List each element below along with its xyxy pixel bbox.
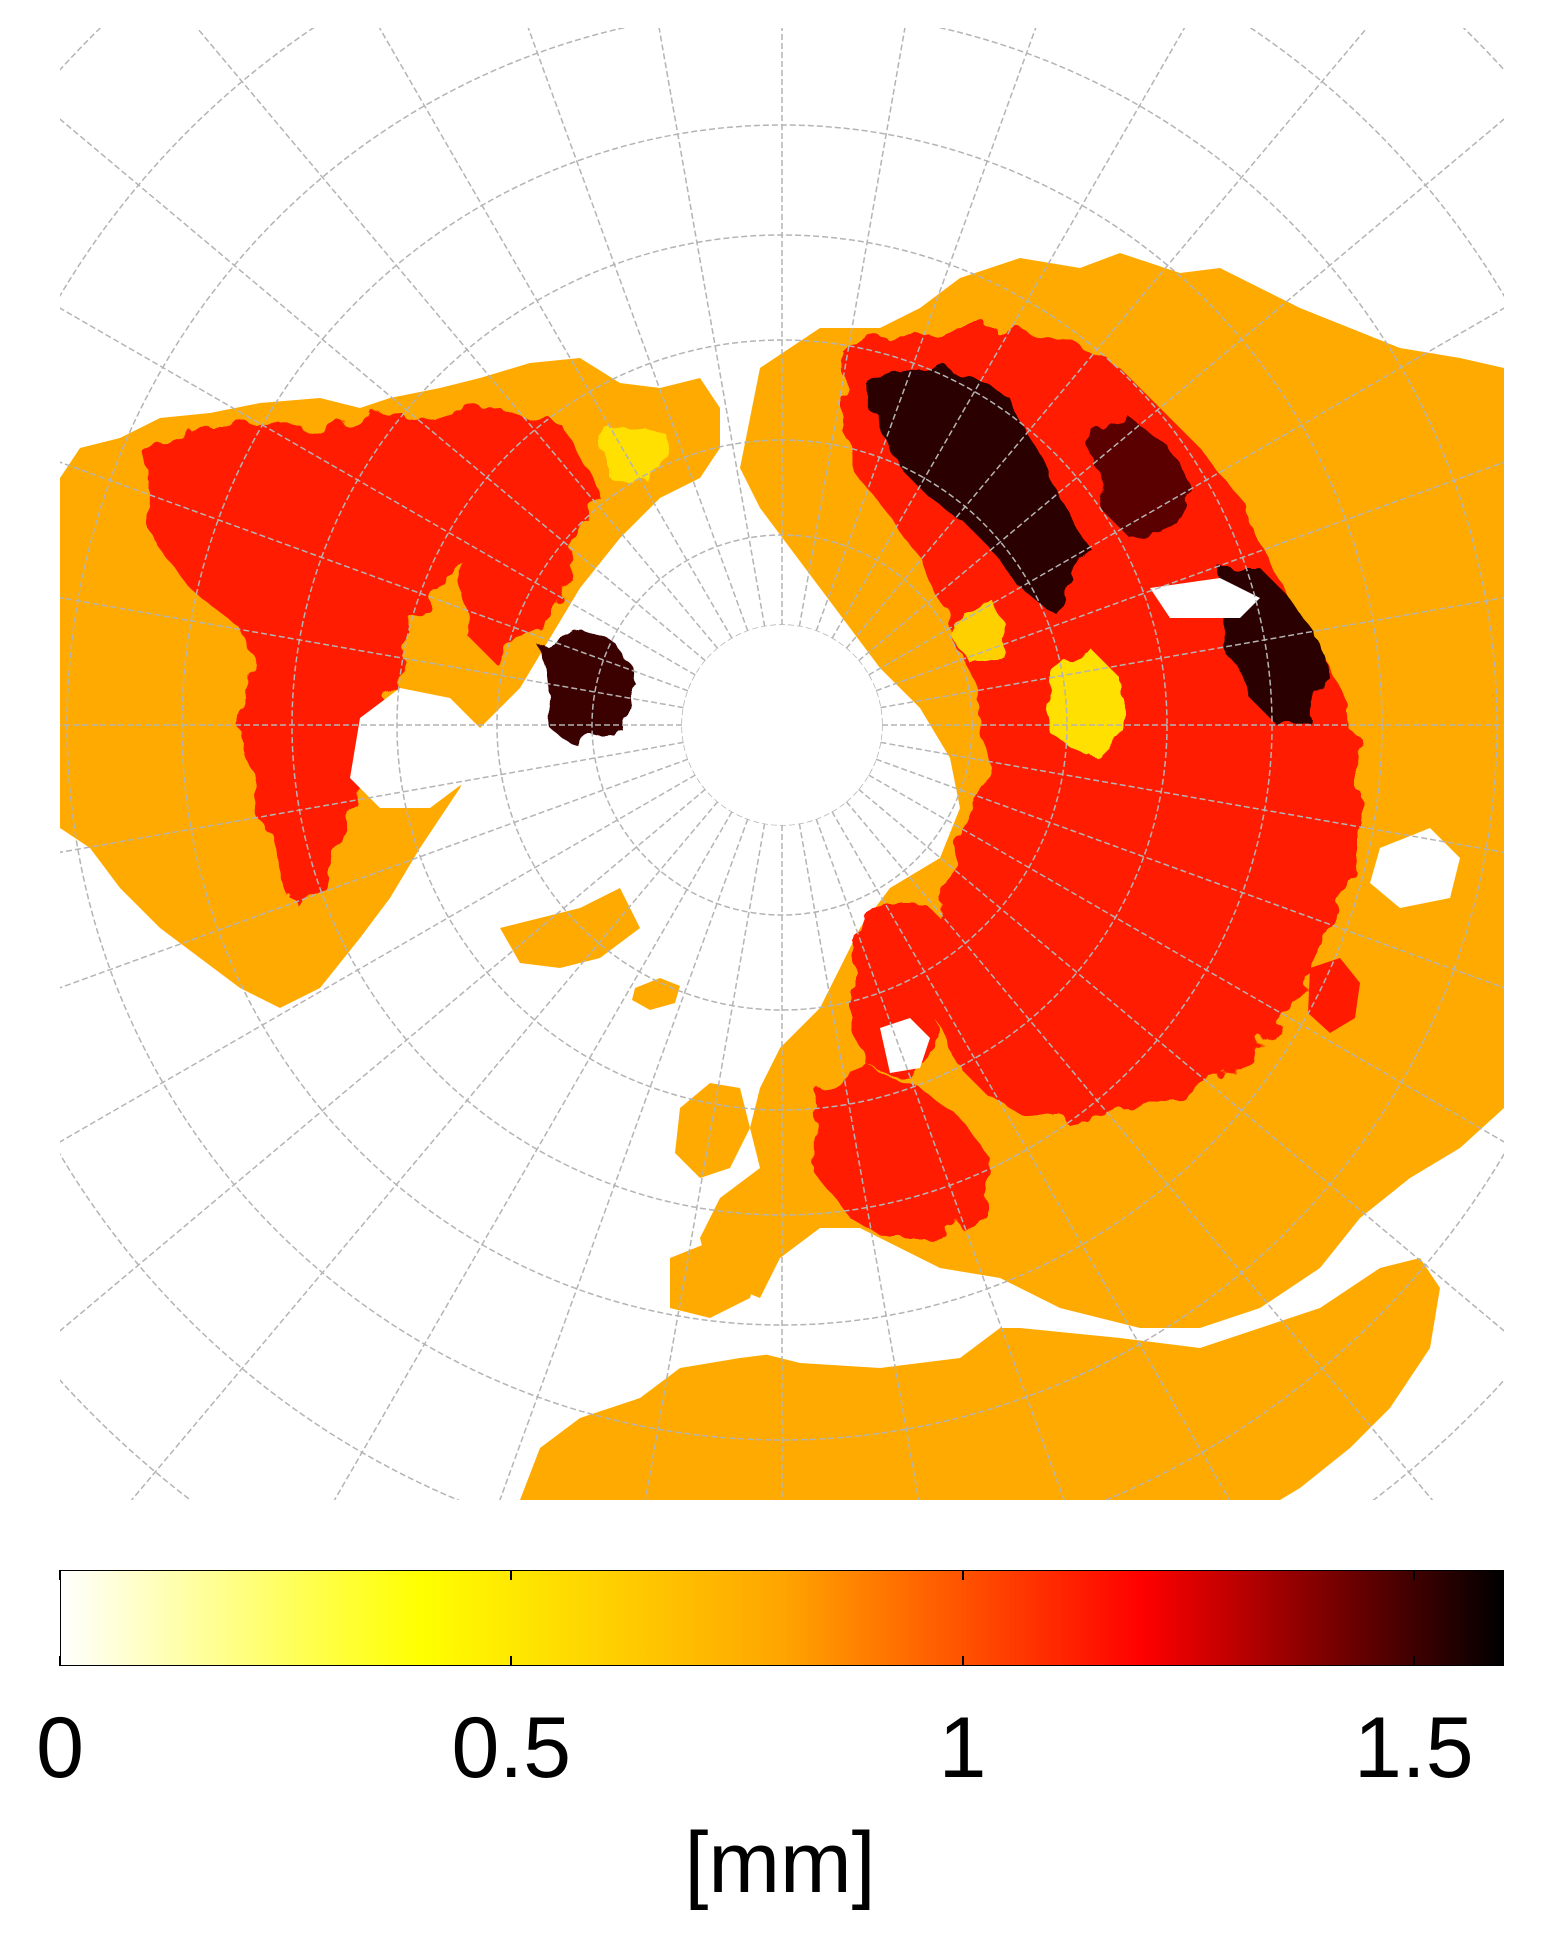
colorbar-tick: [510, 1570, 513, 1580]
colorbar-tick-label: 0.5: [451, 1700, 572, 1796]
colorbar-tick: [59, 1656, 61, 1666]
colorbar-tick-label: 0: [36, 1700, 84, 1796]
red-zone-arctic-islands: [460, 448, 600, 668]
red-zone-kamchatka: [1308, 958, 1360, 1033]
meridian-line: [875, 461, 1504, 692]
landmass-iceland: [632, 978, 680, 1010]
meridian-line: [831, 811, 1231, 1500]
landmass-british-isles: [675, 1083, 750, 1178]
dark-zone-archipelago: [540, 628, 640, 748]
meridian-line: [60, 307, 696, 676]
landmass-iberia: [670, 1238, 760, 1318]
meridian-line: [527, 28, 749, 632]
colorbar-tick-label: 1: [938, 1700, 987, 1796]
siberia-gap: [1150, 578, 1260, 618]
mediterranean-sea: [720, 1298, 1000, 1368]
baltic-gap: [880, 1018, 930, 1073]
meridian-line: [60, 788, 706, 1332]
meridian-line: [499, 818, 749, 1500]
meridian-line: [658, 28, 766, 627]
red-zone-europe: [810, 1068, 990, 1238]
polar-map: [60, 28, 1504, 1500]
water-gap-layer: [350, 578, 1460, 1368]
meridian-line: [831, 28, 1186, 639]
landmass-greenland-south: [500, 888, 640, 968]
meridian-line: [798, 823, 920, 1500]
meridian-line: [196, 28, 719, 649]
map-canvas: [60, 28, 1504, 1500]
colorbar: [60, 1570, 1504, 1666]
north-pole-gap: [682, 625, 882, 825]
meridian-line: [868, 307, 1504, 676]
yellow-zone-siberia-central: [1045, 648, 1120, 758]
colorbar-tick: [510, 1656, 513, 1666]
meridian-line: [60, 774, 696, 1143]
graticule: [60, 28, 1504, 1500]
colorbar-tick: [961, 1570, 964, 1580]
meridian-line: [333, 811, 733, 1500]
colorbar-tick: [1412, 1570, 1415, 1580]
meridian-line: [858, 118, 1504, 662]
colorbar-wrapper: [59, 1570, 1504, 1666]
hudson-bay: [350, 688, 480, 808]
meridian-line: [60, 118, 706, 662]
meridian-line: [880, 596, 1504, 709]
meridian-line: [644, 823, 766, 1500]
colorbar-unit-label: [mm]: [684, 1815, 876, 1911]
meridian-line: [868, 774, 1504, 1143]
colorbar-tick: [961, 1656, 964, 1666]
meridian-line: [858, 788, 1504, 1332]
yellow-zone-alaska-north: [600, 423, 670, 483]
meridian-line: [880, 741, 1504, 854]
meridian-line: [875, 758, 1504, 989]
meridian-line: [60, 758, 689, 989]
meridian-lines: [60, 28, 1504, 1500]
colorbar-tick: [59, 1570, 61, 1580]
dark-zone-taymyr: [1090, 418, 1190, 538]
meridian-line: [815, 28, 1037, 632]
meridian-line: [60, 741, 684, 854]
meridian-line: [845, 801, 1434, 1500]
meridian-line: [815, 818, 1065, 1500]
meridian-line: [60, 596, 684, 709]
meridian-line: [60, 461, 689, 692]
colorbar-tick-label: 1.5: [1353, 1700, 1474, 1796]
yellow-zone-layer: [600, 423, 1120, 758]
meridian-line: [130, 801, 719, 1500]
meridian-line: [798, 28, 906, 627]
okhotsk-gap: [1370, 828, 1460, 908]
colorbar-tick: [1412, 1656, 1415, 1666]
red-zone-scandinavia: [850, 908, 960, 1078]
meridian-line: [378, 28, 733, 639]
meridian-line: [845, 28, 1368, 649]
